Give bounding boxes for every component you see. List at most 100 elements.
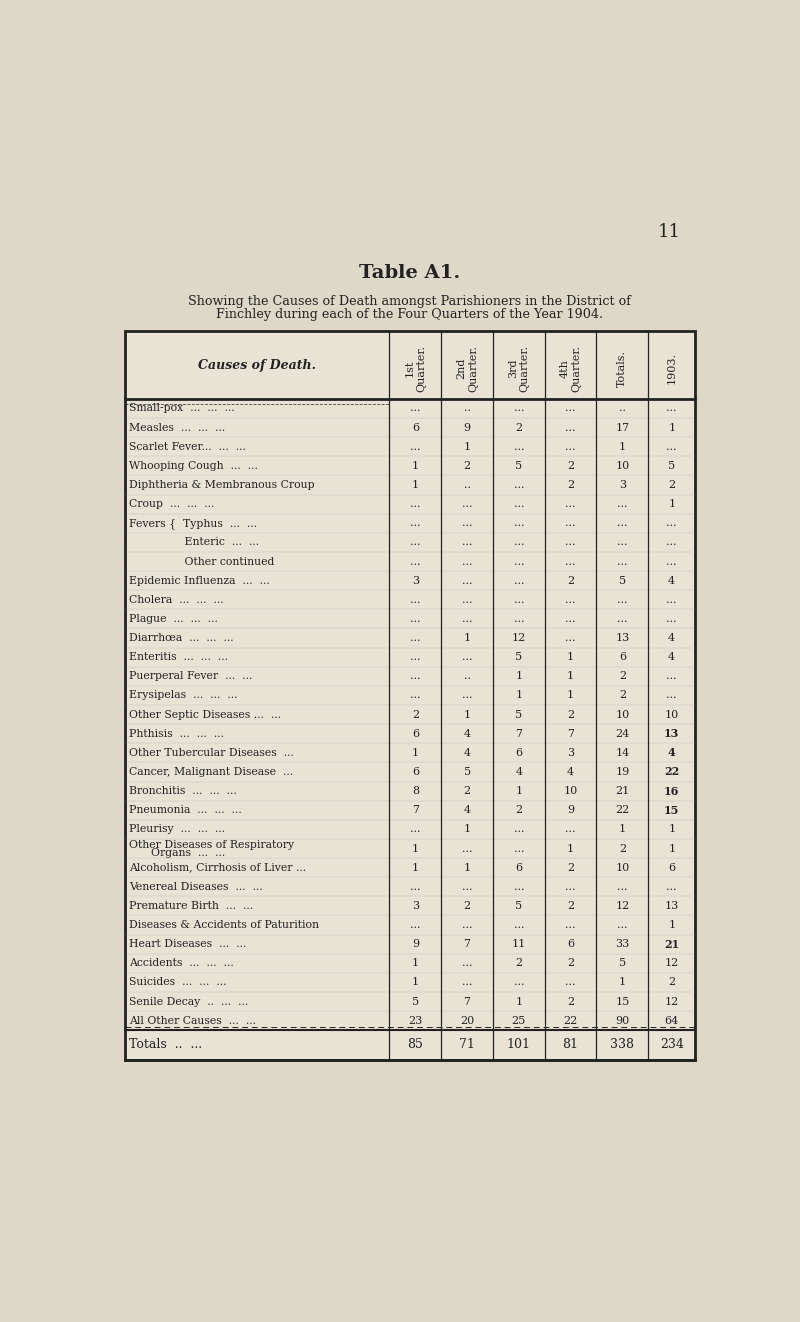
Text: ...: ... [666, 882, 677, 892]
Text: ...: ... [514, 442, 524, 452]
Text: 4: 4 [668, 575, 675, 586]
Text: 4: 4 [567, 767, 574, 777]
Text: 1: 1 [567, 672, 574, 681]
Text: 33: 33 [615, 939, 630, 949]
Text: 3: 3 [618, 480, 626, 490]
Text: 3: 3 [412, 900, 419, 911]
Text: ...: ... [514, 595, 524, 604]
Text: 24: 24 [615, 728, 630, 739]
Text: Suicides  ...  ...  ...: Suicides ... ... ... [130, 977, 227, 988]
Text: Fevers {  Typhus  ...  ...: Fevers { Typhus ... ... [130, 518, 258, 529]
Text: ...: ... [514, 557, 524, 567]
Text: 4: 4 [668, 747, 675, 759]
Text: 7: 7 [463, 939, 470, 949]
Text: ...: ... [462, 613, 472, 624]
Text: ...: ... [566, 403, 576, 414]
Text: Enteritis  ...  ...  ...: Enteritis ... ... ... [130, 652, 229, 662]
Text: 1: 1 [463, 633, 470, 642]
Text: ...: ... [410, 613, 421, 624]
Text: 1: 1 [412, 461, 419, 471]
Text: 7: 7 [567, 728, 574, 739]
Text: Other Tubercular Diseases  ...: Other Tubercular Diseases ... [130, 748, 294, 758]
Text: ..: .. [463, 480, 470, 490]
Text: 9: 9 [463, 423, 470, 432]
Text: ...: ... [666, 613, 677, 624]
Text: Senile Decay  ..  ...  ...: Senile Decay .. ... ... [130, 997, 249, 1006]
Text: ...: ... [617, 500, 627, 509]
Text: 5: 5 [515, 461, 522, 471]
Text: ...: ... [566, 442, 576, 452]
Text: ...: ... [514, 500, 524, 509]
Text: 5: 5 [463, 767, 470, 777]
Text: 2: 2 [463, 900, 470, 911]
Text: Totals.: Totals. [618, 349, 627, 386]
Text: 1: 1 [618, 825, 626, 834]
Text: 19: 19 [615, 767, 630, 777]
Text: 4: 4 [668, 652, 675, 662]
Text: Plague  ...  ...  ...: Plague ... ... ... [130, 613, 218, 624]
Text: 13: 13 [664, 728, 679, 739]
Text: Alcoholism, Cirrhosis of Liver ...: Alcoholism, Cirrhosis of Liver ... [130, 863, 306, 873]
Text: 1: 1 [567, 690, 574, 701]
Text: 4: 4 [463, 728, 470, 739]
Text: 85: 85 [407, 1038, 423, 1051]
Text: 1903.: 1903. [666, 352, 677, 385]
Text: ...: ... [617, 920, 627, 931]
Text: ...: ... [410, 403, 421, 414]
Text: 3: 3 [412, 575, 419, 586]
Text: 1st
Quarter.: 1st Quarter. [405, 345, 426, 391]
Text: Organs  ...  ...: Organs ... ... [138, 849, 226, 858]
Text: 2: 2 [567, 863, 574, 873]
Text: ...: ... [566, 882, 576, 892]
Text: ...: ... [462, 843, 472, 854]
Text: Scarlet Fever...  ...  ...: Scarlet Fever... ... ... [130, 442, 246, 452]
Text: 2: 2 [618, 672, 626, 681]
Text: 21: 21 [615, 787, 630, 796]
Text: 11: 11 [658, 223, 682, 241]
Text: 16: 16 [664, 785, 679, 797]
Text: ...: ... [410, 920, 421, 931]
Text: 1: 1 [567, 843, 574, 854]
Text: ...: ... [666, 557, 677, 567]
Text: ..: .. [463, 403, 470, 414]
Text: 1: 1 [412, 977, 419, 988]
Text: ...: ... [462, 500, 472, 509]
Text: ...: ... [617, 518, 627, 529]
Text: 101: 101 [507, 1038, 531, 1051]
Text: Showing the Causes of Death amongst Parishioners in the District of: Showing the Causes of Death amongst Pari… [189, 295, 631, 308]
Text: 10: 10 [665, 710, 679, 719]
Bar [125, 330, 695, 1059]
Text: 9: 9 [567, 805, 574, 816]
Text: 12: 12 [615, 900, 630, 911]
Text: 71: 71 [459, 1038, 475, 1051]
Text: 1: 1 [618, 442, 626, 452]
Text: ...: ... [514, 518, 524, 529]
Text: ...: ... [462, 652, 472, 662]
Text: ...: ... [462, 595, 472, 604]
Text: ...: ... [666, 518, 677, 529]
Text: ...: ... [514, 882, 524, 892]
Text: ...: ... [566, 977, 576, 988]
Text: Premature Birth  ...  ...: Premature Birth ... ... [130, 900, 254, 911]
Text: ...: ... [666, 403, 677, 414]
Text: ...: ... [566, 613, 576, 624]
Text: ...: ... [514, 613, 524, 624]
Text: 1: 1 [412, 748, 419, 758]
Text: ...: ... [462, 557, 472, 567]
Text: 5: 5 [515, 900, 522, 911]
Text: 2: 2 [567, 958, 574, 968]
Text: Totals  ..  ...: Totals .. ... [130, 1038, 202, 1051]
Text: ...: ... [666, 672, 677, 681]
Text: ...: ... [666, 442, 677, 452]
Text: ...: ... [462, 882, 472, 892]
Text: ...: ... [410, 557, 421, 567]
Text: ...: ... [666, 537, 677, 547]
Text: 2: 2 [412, 710, 419, 719]
Text: ...: ... [566, 557, 576, 567]
Text: All Other Causes  ...  ...: All Other Causes ... ... [130, 1015, 257, 1026]
Text: 90: 90 [615, 1015, 630, 1026]
Text: 7: 7 [463, 997, 470, 1006]
Text: Diphtheria & Membranous Croup: Diphtheria & Membranous Croup [130, 480, 315, 490]
Text: ...: ... [617, 537, 627, 547]
Text: ...: ... [410, 537, 421, 547]
